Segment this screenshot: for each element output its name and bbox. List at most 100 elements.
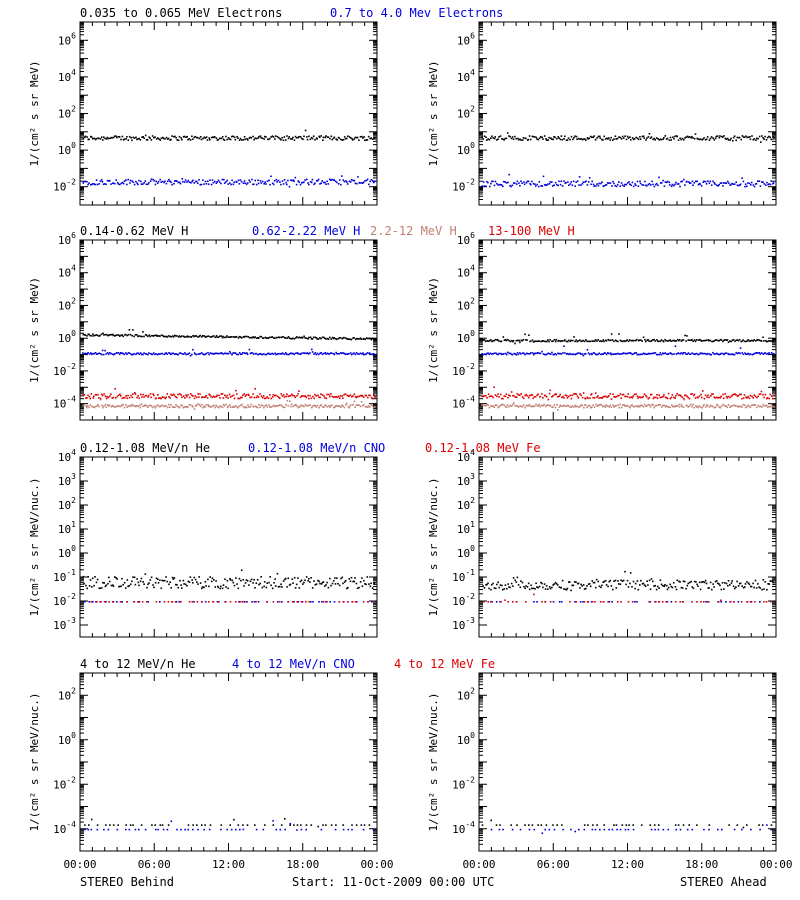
data-point — [112, 585, 115, 587]
data-point — [679, 137, 681, 140]
data-point — [325, 338, 327, 340]
data-point — [339, 138, 342, 141]
data-point — [125, 352, 127, 354]
data-point — [666, 137, 669, 140]
data-point — [205, 394, 207, 397]
data-point — [649, 406, 652, 408]
data-point — [300, 352, 303, 355]
data-point — [662, 340, 665, 343]
data-point — [678, 406, 681, 408]
data-point — [524, 333, 526, 336]
data-point — [314, 352, 316, 354]
data-point — [242, 139, 245, 141]
data-point — [543, 135, 546, 137]
data-point — [687, 352, 690, 354]
data-point — [220, 137, 223, 140]
data-point — [567, 137, 570, 139]
data-point — [589, 135, 592, 138]
data-point — [564, 588, 567, 591]
data-point — [169, 352, 171, 355]
data-point — [90, 183, 92, 186]
data-point — [182, 579, 185, 582]
data-point — [358, 586, 360, 589]
data-point — [87, 183, 89, 186]
data-point — [208, 137, 210, 139]
y-axis-label: 1/(cm² s sr MeV/nuc.) — [28, 477, 41, 616]
data-point — [684, 334, 686, 337]
y-tick-label: 10-2 — [53, 178, 76, 194]
data-point — [639, 396, 642, 399]
data-point — [506, 587, 508, 590]
data-point — [733, 601, 735, 603]
data-point — [531, 180, 533, 183]
data-point — [636, 338, 638, 341]
data-point — [676, 405, 679, 407]
data-point — [271, 336, 274, 338]
data-point — [285, 181, 287, 184]
data-point — [333, 337, 336, 339]
data-point — [369, 137, 371, 140]
data-point — [575, 601, 578, 603]
data-point — [753, 586, 755, 589]
data-point — [359, 394, 362, 397]
data-point — [615, 340, 618, 342]
data-point — [565, 139, 568, 142]
data-point — [299, 396, 302, 398]
data-point — [622, 393, 625, 396]
data-point — [510, 391, 513, 393]
data-point — [349, 137, 352, 139]
data-point — [260, 353, 263, 355]
data-point — [112, 136, 115, 139]
data-point — [276, 336, 278, 339]
data-point — [119, 393, 121, 396]
data-point — [509, 135, 511, 138]
data-point — [619, 353, 621, 355]
data-point — [126, 353, 128, 355]
data-point — [198, 396, 200, 398]
data-point — [194, 353, 196, 355]
data-point — [532, 135, 534, 138]
data-point — [255, 137, 258, 140]
data-point — [579, 352, 581, 355]
data-point — [104, 404, 107, 406]
data-point — [561, 579, 564, 582]
data-point — [213, 579, 215, 581]
data-point — [554, 181, 557, 184]
data-point — [114, 406, 116, 408]
series-13-100-mev-h — [82, 388, 376, 400]
data-point — [86, 136, 88, 138]
data-point — [110, 333, 112, 336]
data-point — [675, 588, 678, 591]
data-point — [302, 583, 304, 585]
data-point — [220, 182, 222, 185]
data-point — [123, 353, 126, 356]
data-point — [715, 339, 718, 341]
data-point — [82, 333, 85, 336]
data-point — [737, 406, 740, 408]
data-point — [306, 138, 309, 141]
data-point — [534, 588, 536, 590]
data-point — [642, 135, 645, 137]
data-point — [266, 601, 268, 603]
data-point — [97, 353, 99, 355]
data-point — [265, 353, 268, 356]
data-point — [582, 584, 585, 586]
data-point — [602, 353, 604, 355]
data-point — [727, 580, 730, 582]
data-point — [737, 394, 740, 397]
data-point — [499, 601, 501, 603]
data-point — [233, 406, 236, 408]
data-point — [171, 406, 174, 408]
data-point — [603, 405, 606, 407]
data-point — [206, 397, 209, 399]
data-point — [625, 339, 628, 342]
data-point — [684, 184, 686, 186]
data-point — [579, 138, 581, 140]
data-point — [227, 137, 230, 139]
data-point — [482, 138, 485, 140]
data-point — [92, 137, 94, 140]
data-point — [202, 406, 204, 409]
data-point — [564, 352, 566, 354]
data-point — [240, 404, 242, 407]
